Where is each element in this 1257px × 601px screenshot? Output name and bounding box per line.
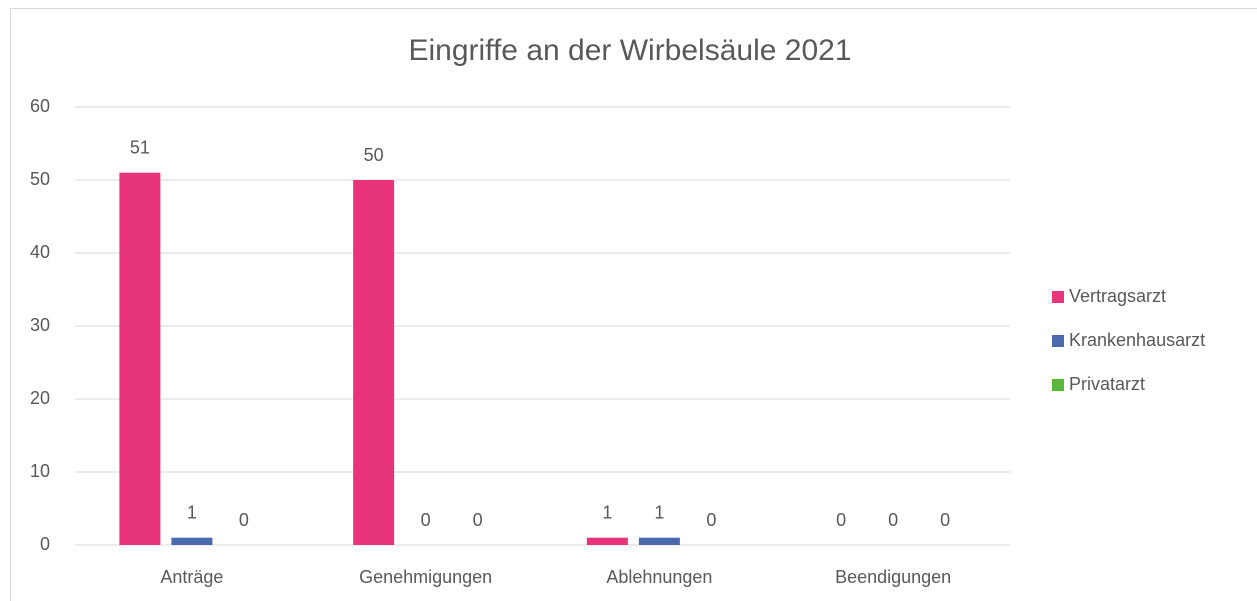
bar bbox=[638, 537, 680, 545]
legend-label: Krankenhausarzt bbox=[1069, 330, 1205, 350]
x-tick-label: Beendigungen bbox=[835, 567, 951, 587]
data-label: 0 bbox=[239, 510, 249, 530]
y-tick-label: 50 bbox=[30, 169, 50, 189]
chart-title: Eingriffe an der Wirbelsäule 2021 bbox=[408, 34, 851, 67]
bar bbox=[171, 537, 213, 545]
y-tick-label: 40 bbox=[30, 242, 50, 262]
data-label: 0 bbox=[421, 510, 431, 530]
x-tick-label: Anträge bbox=[160, 567, 223, 587]
bar bbox=[353, 180, 395, 545]
x-tick-label: Genehmigungen bbox=[359, 567, 492, 587]
legend-swatch bbox=[1052, 335, 1064, 347]
bar bbox=[586, 537, 628, 545]
data-label: 0 bbox=[706, 510, 716, 530]
y-tick-label: 30 bbox=[30, 315, 50, 335]
data-label: 0 bbox=[473, 510, 483, 530]
y-tick-label: 0 bbox=[40, 534, 50, 554]
x-tick-label: Ablehnungen bbox=[606, 567, 712, 587]
y-tick-label: 20 bbox=[30, 388, 50, 408]
legend-label: Privatarzt bbox=[1069, 374, 1145, 394]
data-label: 0 bbox=[836, 510, 846, 530]
legend-swatch bbox=[1052, 379, 1064, 391]
data-label: 51 bbox=[130, 137, 150, 157]
bar bbox=[119, 172, 161, 545]
data-label: 1 bbox=[654, 502, 664, 522]
chart-frame bbox=[10, 8, 1257, 601]
y-tick-label: 60 bbox=[30, 96, 50, 116]
data-label: 50 bbox=[364, 145, 384, 165]
legend-swatch bbox=[1052, 291, 1064, 303]
data-label: 0 bbox=[888, 510, 898, 530]
y-tick-label: 10 bbox=[30, 461, 50, 481]
legend-label: Vertragsarzt bbox=[1069, 286, 1166, 306]
data-label: 1 bbox=[187, 502, 197, 522]
data-label: 0 bbox=[940, 510, 950, 530]
data-label: 1 bbox=[602, 502, 612, 522]
